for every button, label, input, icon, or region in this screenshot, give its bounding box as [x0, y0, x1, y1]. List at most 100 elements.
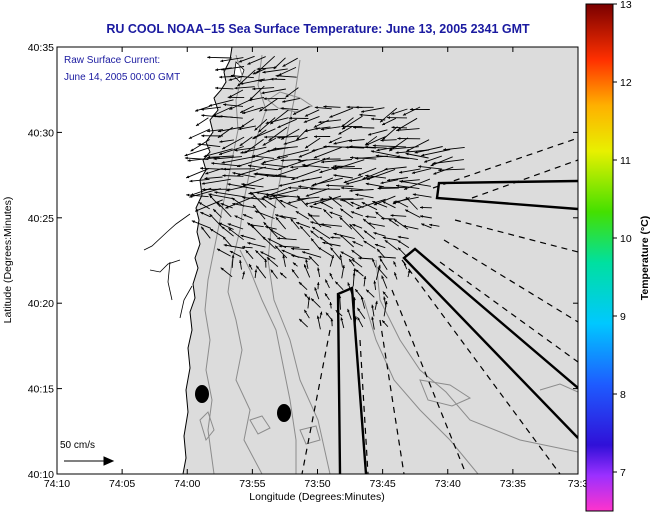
- current-vector: [261, 88, 286, 94]
- current-vector: [214, 191, 245, 198]
- current-vector-head: [382, 201, 386, 204]
- current-vector-head: [339, 217, 343, 221]
- current-vector: [400, 179, 420, 182]
- current-vector-head: [298, 154, 302, 158]
- current-vector: [387, 177, 408, 181]
- current-vector-head: [347, 282, 351, 286]
- current-vector-head: [328, 196, 333, 200]
- current-vector-head: [215, 86, 219, 90]
- current-vector: [223, 244, 245, 249]
- current-vector-head: [301, 163, 305, 167]
- current-vector-head: [282, 255, 286, 259]
- current-vector: [242, 106, 264, 114]
- current-vector-head: [350, 211, 355, 214]
- current-vector-head: [317, 267, 320, 271]
- current-vector-head: [414, 150, 418, 154]
- current-vector-head: [379, 258, 383, 262]
- current-vector-head: [260, 251, 264, 255]
- current-vector-head: [209, 195, 213, 199]
- current-vector-head: [297, 159, 301, 162]
- current-vector: [399, 180, 431, 187]
- current-vector-head: [202, 188, 205, 191]
- current-vector: [252, 87, 275, 90]
- current-vector-head: [281, 249, 285, 253]
- land-area: [57, 47, 233, 474]
- mooring-marker: [195, 385, 209, 403]
- current-vector-head: [290, 165, 294, 169]
- current-vector-head: [364, 145, 368, 149]
- current-vector: [438, 168, 465, 171]
- current-vector-head: [187, 159, 191, 162]
- current-vector-head: [208, 193, 212, 196]
- current-vector: [256, 66, 276, 70]
- current-vector: [318, 119, 342, 123]
- current-vector: [253, 128, 276, 139]
- current-vector: [282, 57, 298, 67]
- current-vector-head: [313, 202, 317, 206]
- current-vector-head: [220, 203, 224, 206]
- current-vector-head: [371, 117, 374, 121]
- current-vector: [297, 158, 320, 162]
- current-vector-head: [261, 197, 265, 201]
- current-vector-head: [264, 258, 268, 262]
- current-vector-head: [203, 154, 207, 158]
- current-vector-head: [330, 318, 334, 322]
- current-vector: [376, 146, 397, 151]
- current-vector-head: [377, 248, 380, 252]
- current-vector-head: [402, 225, 406, 228]
- current-vector-head: [323, 145, 327, 148]
- current-vector: [362, 169, 387, 180]
- current-vector-head: [261, 91, 265, 95]
- current-vector-head: [189, 179, 193, 183]
- current-vector: [365, 175, 387, 179]
- current-vector: [265, 117, 289, 124]
- current-vector-head: [351, 259, 355, 262]
- y-tick-label: 40:35: [28, 42, 54, 54]
- current-vector: [349, 189, 374, 192]
- current-vector-head: [387, 116, 390, 119]
- current-vector-head: [265, 174, 269, 178]
- current-vector-head: [278, 244, 282, 248]
- current-vector-head: [365, 215, 369, 219]
- current-vector-head: [366, 289, 370, 293]
- current-vector-head: [339, 254, 343, 258]
- current-vector-head: [383, 296, 386, 300]
- current-vector-head: [195, 108, 199, 112]
- current-vector-head: [265, 193, 269, 196]
- current-vector-head: [319, 237, 323, 240]
- current-vector: [406, 139, 430, 152]
- current-vector: [277, 135, 299, 139]
- current-vector-head: [404, 187, 408, 190]
- current-vector: [184, 146, 211, 157]
- current-vector-head: [329, 211, 333, 215]
- current-vector-head: [258, 79, 262, 83]
- current-vector: [186, 194, 209, 198]
- current-vector-head: [397, 240, 401, 244]
- bathymetry-contours: [199, 54, 578, 474]
- current-vector-head: [358, 256, 362, 260]
- y-tick-label: 40:10: [28, 469, 54, 481]
- current-vector-head: [289, 116, 292, 120]
- current-vector: [313, 177, 343, 186]
- current-vector-head: [281, 136, 285, 140]
- current-vector-head: [219, 115, 223, 118]
- current-vector-head: [331, 255, 334, 259]
- current-vector: [272, 194, 286, 208]
- current-vector: [262, 68, 288, 73]
- current-vector: [396, 155, 418, 161]
- current-vector-head: [304, 293, 308, 297]
- current-vector: [265, 174, 299, 179]
- current-vector: [380, 179, 399, 184]
- current-vector-head: [378, 264, 381, 268]
- scale-arrow: [64, 456, 115, 466]
- current-vector-head: [252, 87, 256, 91]
- current-vector-head: [381, 275, 384, 279]
- colorbar: [585, 3, 614, 512]
- current-vector-head: [340, 317, 344, 321]
- current-vector-head: [262, 142, 266, 146]
- current-vector-head: [211, 162, 215, 165]
- current-vector-head: [309, 205, 313, 209]
- current-vector-head: [430, 163, 434, 167]
- current-timestamp: June 14, 2005 00:00 GMT: [64, 72, 180, 83]
